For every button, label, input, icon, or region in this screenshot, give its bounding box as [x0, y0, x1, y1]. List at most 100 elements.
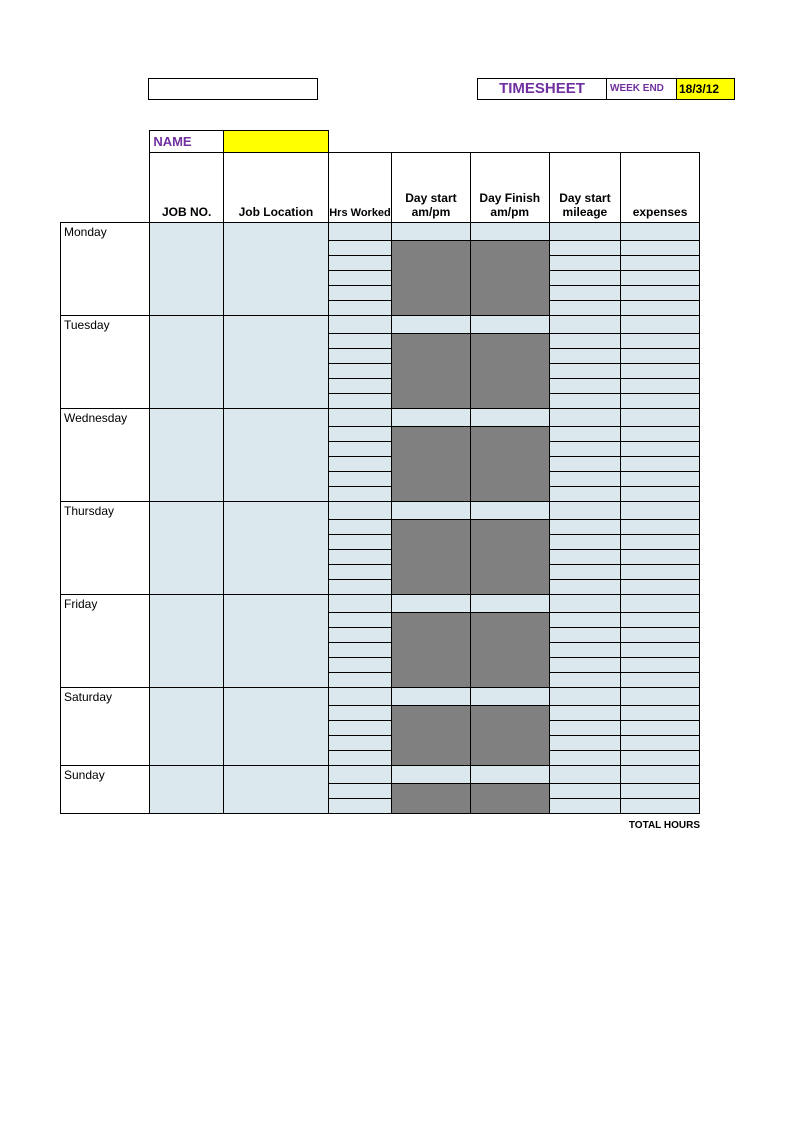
mileage-cell[interactable]: [549, 799, 620, 814]
hrs-cell[interactable]: [328, 457, 391, 472]
expenses-cell[interactable]: [621, 286, 700, 301]
blank-header-box[interactable]: [148, 78, 318, 100]
mileage-cell[interactable]: [549, 721, 620, 736]
expenses-cell[interactable]: [621, 688, 700, 706]
expenses-cell[interactable]: [621, 613, 700, 628]
expenses-cell[interactable]: [621, 799, 700, 814]
mileage-cell[interactable]: [549, 286, 620, 301]
expenses-cell[interactable]: [621, 706, 700, 721]
hrs-cell[interactable]: [328, 673, 391, 688]
hrs-cell[interactable]: [328, 613, 391, 628]
mileage-cell[interactable]: [549, 349, 620, 364]
hrs-cell[interactable]: [328, 565, 391, 580]
mileage-cell[interactable]: [549, 364, 620, 379]
mileage-cell[interactable]: [549, 520, 620, 535]
hrs-cell[interactable]: [328, 472, 391, 487]
expenses-cell[interactable]: [621, 550, 700, 565]
hrs-cell[interactable]: [328, 394, 391, 409]
hrs-cell[interactable]: [328, 271, 391, 286]
job-no-cell[interactable]: [150, 595, 224, 688]
expenses-cell[interactable]: [621, 565, 700, 580]
hrs-cell[interactable]: [328, 643, 391, 658]
mileage-cell[interactable]: [549, 550, 620, 565]
mileage-cell[interactable]: [549, 658, 620, 673]
hrs-cell[interactable]: [328, 520, 391, 535]
expenses-cell[interactable]: [621, 316, 700, 334]
expenses-cell[interactable]: [621, 379, 700, 394]
hrs-cell[interactable]: [328, 766, 391, 784]
mileage-cell[interactable]: [549, 379, 620, 394]
mileage-cell[interactable]: [549, 271, 620, 286]
hrs-cell[interactable]: [328, 751, 391, 766]
day-start-cell[interactable]: [392, 595, 471, 613]
day-start-cell[interactable]: [392, 502, 471, 520]
hrs-cell[interactable]: [328, 223, 391, 241]
expenses-cell[interactable]: [621, 457, 700, 472]
expenses-cell[interactable]: [621, 502, 700, 520]
job-location-cell[interactable]: [223, 223, 328, 316]
hrs-cell[interactable]: [328, 301, 391, 316]
mileage-cell[interactable]: [549, 334, 620, 349]
day-finish-cell[interactable]: [470, 223, 549, 241]
expenses-cell[interactable]: [621, 223, 700, 241]
hrs-cell[interactable]: [328, 706, 391, 721]
mileage-cell[interactable]: [549, 535, 620, 550]
day-start-cell[interactable]: [392, 766, 471, 784]
mileage-cell[interactable]: [549, 580, 620, 595]
expenses-cell[interactable]: [621, 643, 700, 658]
name-input[interactable]: [223, 131, 328, 153]
mileage-cell[interactable]: [549, 409, 620, 427]
hrs-cell[interactable]: [328, 535, 391, 550]
day-start-cell[interactable]: [392, 688, 471, 706]
expenses-cell[interactable]: [621, 271, 700, 286]
hrs-cell[interactable]: [328, 799, 391, 814]
job-location-cell[interactable]: [223, 502, 328, 595]
expenses-cell[interactable]: [621, 241, 700, 256]
expenses-cell[interactable]: [621, 736, 700, 751]
expenses-cell[interactable]: [621, 628, 700, 643]
hrs-cell[interactable]: [328, 487, 391, 502]
mileage-cell[interactable]: [549, 316, 620, 334]
expenses-cell[interactable]: [621, 580, 700, 595]
hrs-cell[interactable]: [328, 580, 391, 595]
day-finish-cell[interactable]: [470, 316, 549, 334]
day-start-cell[interactable]: [392, 409, 471, 427]
day-finish-cell[interactable]: [470, 688, 549, 706]
hrs-cell[interactable]: [328, 349, 391, 364]
hrs-cell[interactable]: [328, 256, 391, 271]
job-location-cell[interactable]: [223, 766, 328, 814]
mileage-cell[interactable]: [549, 256, 620, 271]
week-end-value[interactable]: 18/3/12: [677, 78, 735, 100]
mileage-cell[interactable]: [549, 766, 620, 784]
job-no-cell[interactable]: [150, 223, 224, 316]
expenses-cell[interactable]: [621, 658, 700, 673]
mileage-cell[interactable]: [549, 643, 620, 658]
day-finish-cell[interactable]: [470, 595, 549, 613]
job-no-cell[interactable]: [150, 766, 224, 814]
mileage-cell[interactable]: [549, 394, 620, 409]
hrs-cell[interactable]: [328, 409, 391, 427]
hrs-cell[interactable]: [328, 316, 391, 334]
hrs-cell[interactable]: [328, 364, 391, 379]
mileage-cell[interactable]: [549, 595, 620, 613]
mileage-cell[interactable]: [549, 442, 620, 457]
hrs-cell[interactable]: [328, 721, 391, 736]
expenses-cell[interactable]: [621, 721, 700, 736]
mileage-cell[interactable]: [549, 241, 620, 256]
mileage-cell[interactable]: [549, 457, 620, 472]
job-location-cell[interactable]: [223, 595, 328, 688]
mileage-cell[interactable]: [549, 673, 620, 688]
hrs-cell[interactable]: [328, 427, 391, 442]
hrs-cell[interactable]: [328, 595, 391, 613]
day-start-cell[interactable]: [392, 316, 471, 334]
hrs-cell[interactable]: [328, 502, 391, 520]
hrs-cell[interactable]: [328, 379, 391, 394]
expenses-cell[interactable]: [621, 751, 700, 766]
mileage-cell[interactable]: [549, 565, 620, 580]
expenses-cell[interactable]: [621, 301, 700, 316]
mileage-cell[interactable]: [549, 784, 620, 799]
day-finish-cell[interactable]: [470, 502, 549, 520]
expenses-cell[interactable]: [621, 409, 700, 427]
day-start-cell[interactable]: [392, 223, 471, 241]
job-location-cell[interactable]: [223, 688, 328, 766]
